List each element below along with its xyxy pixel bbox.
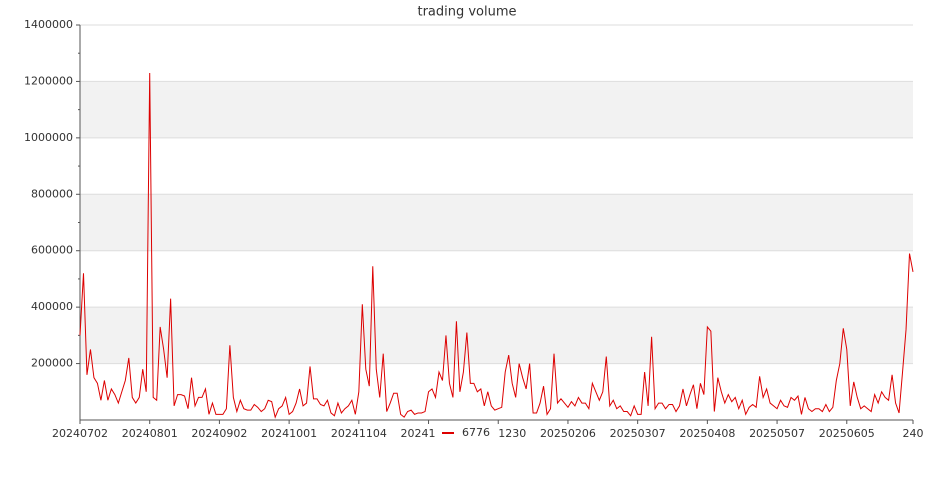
y-tick-label: 200000 [31, 357, 73, 370]
chart-title: trading volume [417, 5, 516, 20]
x-tick-label: 20250307 [610, 427, 666, 440]
y-tick-label: 1000000 [24, 131, 73, 144]
y-tick-label: 600000 [31, 244, 73, 257]
legend-label: 6776 [462, 426, 490, 439]
x-tick-label: 20240702 [52, 427, 108, 440]
x-tick-label: 20250605 [819, 427, 875, 440]
grid-band [80, 194, 913, 251]
grid-band [80, 307, 913, 364]
x-tick-label: 20250408 [679, 427, 735, 440]
grid-band [80, 81, 913, 138]
y-tick-label: 1400000 [24, 18, 73, 31]
x-tick-label: 20241001 [261, 427, 317, 440]
x-tick-label: 20250507 [749, 427, 805, 440]
x-tick-label: 20250206 [540, 427, 596, 440]
x-tick-label: 20241104 [331, 427, 387, 440]
grid [80, 24, 913, 365]
y-tick-label: 400000 [31, 300, 73, 313]
x-tick-label: 240 [903, 427, 924, 440]
y-tick-label: 1200000 [24, 74, 73, 87]
legend-box [436, 425, 498, 441]
line [79, 72, 914, 419]
x-tick-label: 20240801 [122, 427, 178, 440]
legend: 6776 [436, 425, 498, 441]
y-tick-label: 800000 [31, 187, 73, 200]
x-tick-label: 20240902 [191, 427, 247, 440]
